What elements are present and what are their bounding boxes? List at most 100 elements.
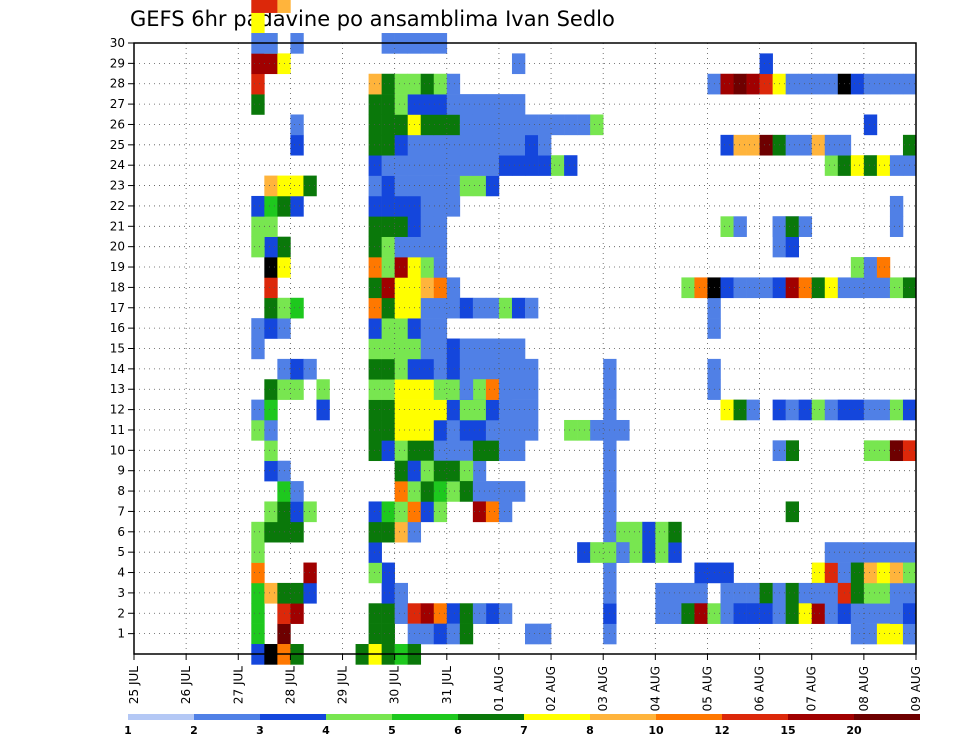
heatmap-cell	[459, 440, 474, 462]
heatmap-cell	[381, 338, 395, 360]
heatmap-cell	[381, 114, 395, 136]
heatmap-cell	[498, 134, 513, 156]
heatmap-cell	[525, 623, 539, 645]
heatmap-cell	[303, 501, 317, 523]
legend-swatch	[590, 714, 656, 720]
heatmap-cell	[876, 399, 891, 421]
heatmap-cell	[564, 114, 578, 136]
heatmap-cell	[251, 562, 265, 584]
heatmap-cell	[511, 379, 526, 400]
heatmap-cell	[303, 562, 317, 584]
heatmap-cell	[798, 399, 813, 421]
heatmap-cell	[303, 175, 317, 197]
heatmap-cell	[785, 582, 799, 604]
y-tick-label: 5	[117, 545, 125, 559]
heatmap-cell	[420, 216, 435, 237]
heatmap-cell	[824, 562, 839, 584]
heatmap-cell	[446, 297, 461, 319]
heatmap-cell	[381, 603, 395, 624]
heatmap-cell	[446, 603, 461, 624]
x-tick-label: 09 AUG	[909, 666, 923, 711]
heatmap-cell	[251, 318, 265, 339]
heatmap-cell	[433, 114, 448, 136]
heatmap-cell	[368, 542, 382, 563]
x-tick-label: 25 JUL	[127, 666, 141, 704]
y-tick-label: 19	[110, 260, 125, 274]
heatmap-cell	[590, 419, 604, 441]
heatmap-cell	[824, 134, 839, 156]
heatmap-cell	[876, 155, 891, 176]
heatmap-cell	[590, 542, 604, 563]
heatmap-cell	[459, 114, 474, 136]
heatmap-cell	[785, 73, 799, 95]
heatmap-cell	[381, 582, 395, 604]
heatmap-cell	[889, 399, 904, 421]
y-tick-label: 23	[110, 179, 125, 193]
heatmap-cell	[485, 297, 500, 319]
heatmap-cell	[850, 73, 865, 95]
heatmap-cell	[446, 94, 461, 115]
heatmap-cell	[446, 481, 461, 502]
y-tick-label: 2	[117, 606, 125, 620]
heatmap-cell	[720, 399, 734, 421]
heatmap-cell	[394, 134, 408, 156]
heatmap-cell	[889, 542, 904, 563]
heatmap-cell	[459, 419, 474, 441]
heatmap-cell	[876, 440, 891, 462]
heatmap-cell	[381, 562, 395, 584]
heatmap-cell	[525, 379, 539, 400]
heatmap-cell	[485, 134, 500, 156]
heatmap-cell	[889, 603, 904, 624]
legend-swatch	[722, 714, 788, 720]
heatmap-cell	[733, 277, 747, 299]
heatmap-cell	[251, 582, 265, 604]
heatmap-cell	[394, 460, 408, 482]
heatmap-cell	[485, 94, 500, 115]
heatmap-cell	[811, 582, 826, 604]
heatmap-cell	[368, 134, 382, 156]
x-tick-label: 27 JUL	[231, 666, 245, 704]
x-tick-label: 28 JUL	[283, 666, 297, 704]
heatmap-cell	[459, 338, 474, 360]
heatmap-cell	[850, 582, 865, 604]
heatmap-cell	[251, 338, 265, 360]
heatmap-cell	[303, 582, 317, 604]
heatmap-cell	[264, 419, 278, 441]
heatmap-cell	[511, 358, 526, 380]
heatmap-cell	[511, 297, 526, 319]
legend-label: 10	[648, 724, 664, 737]
heatmap-cell	[433, 440, 448, 462]
heatmap-cell	[368, 216, 382, 237]
heatmap-cell	[433, 419, 448, 441]
heatmap-cell	[420, 236, 435, 258]
heatmap-cell	[381, 501, 395, 523]
heatmap-cell	[381, 216, 395, 237]
heatmap-cell	[264, 379, 278, 400]
heatmap-cell	[485, 399, 500, 421]
heatmap-cell	[420, 134, 435, 156]
heatmap-cell	[264, 175, 278, 197]
heatmap-cell	[264, 195, 278, 217]
heatmap-cell	[394, 481, 408, 502]
heatmap-cell	[511, 155, 526, 176]
heatmap-cell	[290, 582, 304, 604]
heatmap-cell	[251, 12, 265, 34]
heatmap-cell	[420, 318, 435, 339]
heatmap-cell	[733, 73, 747, 95]
heatmap-cell	[498, 481, 513, 502]
heatmap-cell	[655, 603, 669, 624]
heatmap-cell	[381, 297, 395, 319]
y-tick-label: 13	[110, 382, 125, 396]
heatmap-cell	[759, 277, 773, 299]
heatmap-cell	[251, 623, 265, 645]
heatmap-cell	[863, 114, 878, 136]
heatmap-cell	[394, 94, 408, 115]
heatmap-cell	[264, 277, 278, 299]
heatmap-cell	[746, 73, 760, 95]
heatmap-cell	[824, 155, 839, 176]
heatmap-cell	[420, 155, 435, 176]
heatmap-cell	[446, 134, 461, 156]
y-tick-label: 10	[110, 443, 125, 457]
y-tick-label: 9	[117, 464, 125, 478]
heatmap-cell	[394, 358, 408, 380]
